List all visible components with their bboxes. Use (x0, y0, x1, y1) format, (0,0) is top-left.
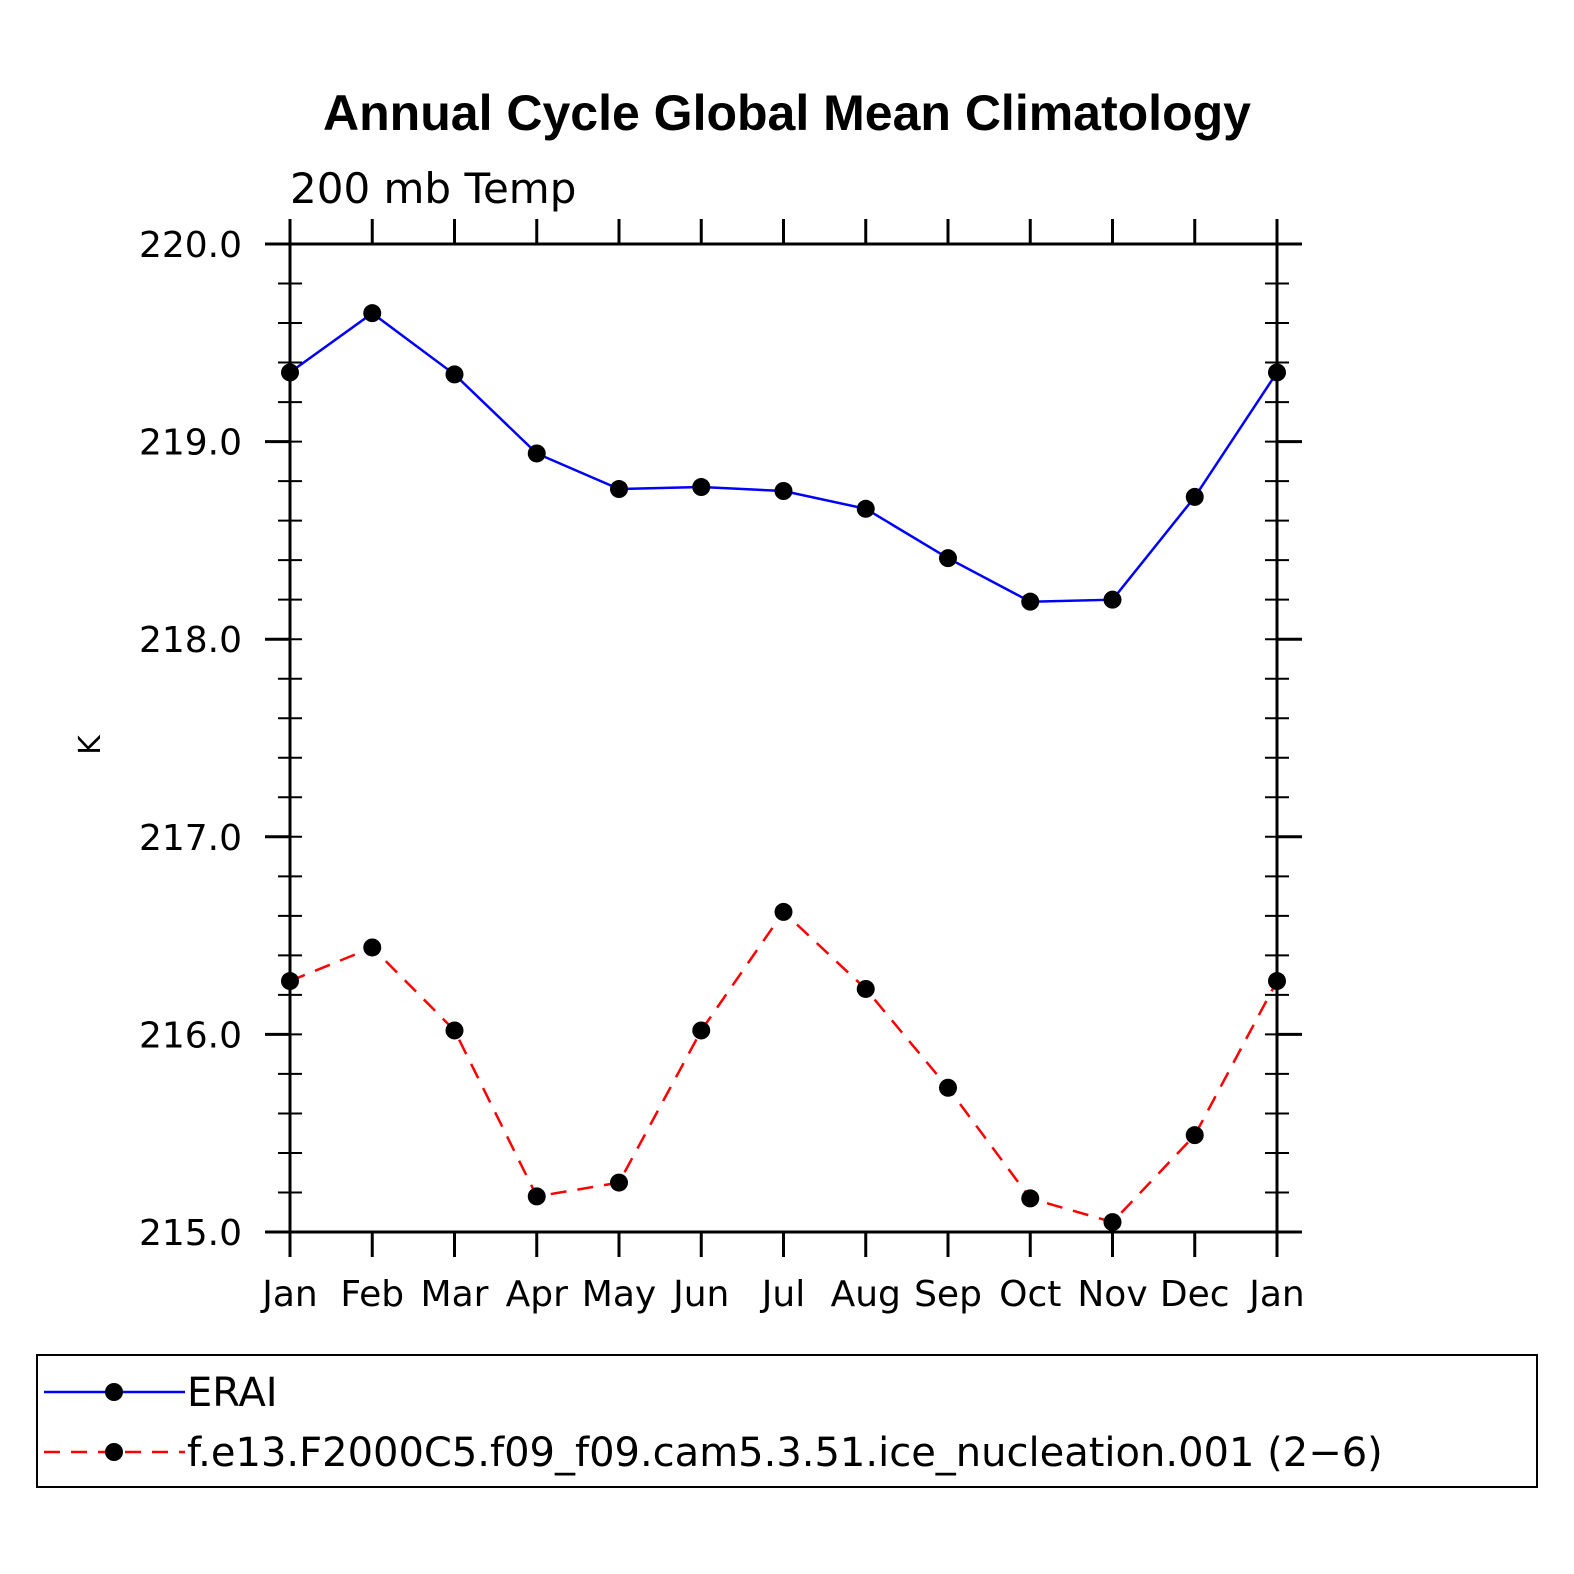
x-tick-label: Sep (914, 1274, 982, 1315)
series-1-point (281, 972, 299, 991)
series-lines (289, 311, 1279, 1224)
series-1-point (774, 902, 793, 921)
x-tick-label: Jul (760, 1274, 805, 1315)
y-tick-label: 219.0 (139, 423, 242, 464)
x-tick-label: Jan (260, 1274, 318, 1315)
series-0-point (692, 478, 711, 497)
series-1-point (1185, 1126, 1204, 1145)
series-markers (281, 304, 1286, 1232)
x-tick-label: Jun (671, 1274, 729, 1315)
legend-box (36, 1354, 1538, 1488)
series-1-point (363, 938, 382, 957)
series-0-point (856, 499, 875, 518)
y-tick-label: 216.0 (139, 1015, 242, 1056)
x-tick-label: Apr (506, 1274, 568, 1315)
series-1-point (1268, 972, 1286, 991)
y-tick-label: 220.0 (139, 225, 242, 266)
series-0-point (445, 365, 464, 384)
x-tick-label: Aug (831, 1274, 901, 1315)
series-1-point (1021, 1189, 1040, 1208)
legend-label-model: f.e13.F2000C5.f09_f09.cam5.3.51.ice_nucl… (187, 1430, 1383, 1476)
chart-title: Annual Cycle Global Mean Climatology (323, 85, 1251, 141)
series-1-point (692, 1021, 711, 1040)
y-axis-label: K (73, 734, 108, 755)
tick-labels: Jan Feb Mar Apr May Jun Jul Aug Sep Oct Nov Dec Jan 2… (139, 225, 1305, 1315)
series-0-point (1268, 363, 1286, 382)
legend: ERAI f.e13.F2000C5.f09_f09.cam5.3.51.ice… (36, 1354, 1538, 1488)
y-tick-label: 218.0 (139, 620, 242, 661)
series-0-point (281, 363, 299, 382)
legend-label-erai: ERAI (187, 1370, 278, 1416)
chart-subtitle: 200 mb Temp (290, 164, 576, 213)
x-tick-label: May (582, 1274, 656, 1315)
legend-marker-erai (105, 1383, 123, 1401)
series-0-point (363, 304, 382, 323)
series-0-point (774, 482, 793, 500)
series-1-point (1103, 1213, 1122, 1232)
series-1-point (939, 1078, 957, 1097)
series-0-point (1103, 590, 1122, 609)
series-0-point (1021, 592, 1040, 611)
legend-marker-model (105, 1443, 123, 1461)
y-tick-label: 215.0 (139, 1213, 242, 1254)
series-0-point (610, 480, 628, 499)
x-tick-label: Oct (999, 1274, 1061, 1315)
axis-ticks (265, 219, 1302, 1257)
x-tick-label: Dec (1160, 1274, 1230, 1315)
series-1-point (527, 1187, 546, 1206)
x-tick-label: Nov (1077, 1274, 1147, 1315)
series-0-point (939, 549, 957, 568)
x-tick-label: Feb (340, 1274, 404, 1315)
series-line-1 (289, 909, 1279, 1224)
series-0-point (527, 444, 546, 463)
series-line-0 (289, 311, 1279, 603)
series-0-point (1185, 487, 1204, 506)
series-1-point (445, 1021, 464, 1040)
y-tick-label: 217.0 (139, 818, 242, 859)
series-1-point (610, 1173, 628, 1192)
series-1-point (856, 979, 875, 998)
plot-frame (288, 242, 1279, 1234)
x-tick-label: Mar (421, 1274, 489, 1315)
x-tick-label: Jan (1247, 1274, 1305, 1315)
